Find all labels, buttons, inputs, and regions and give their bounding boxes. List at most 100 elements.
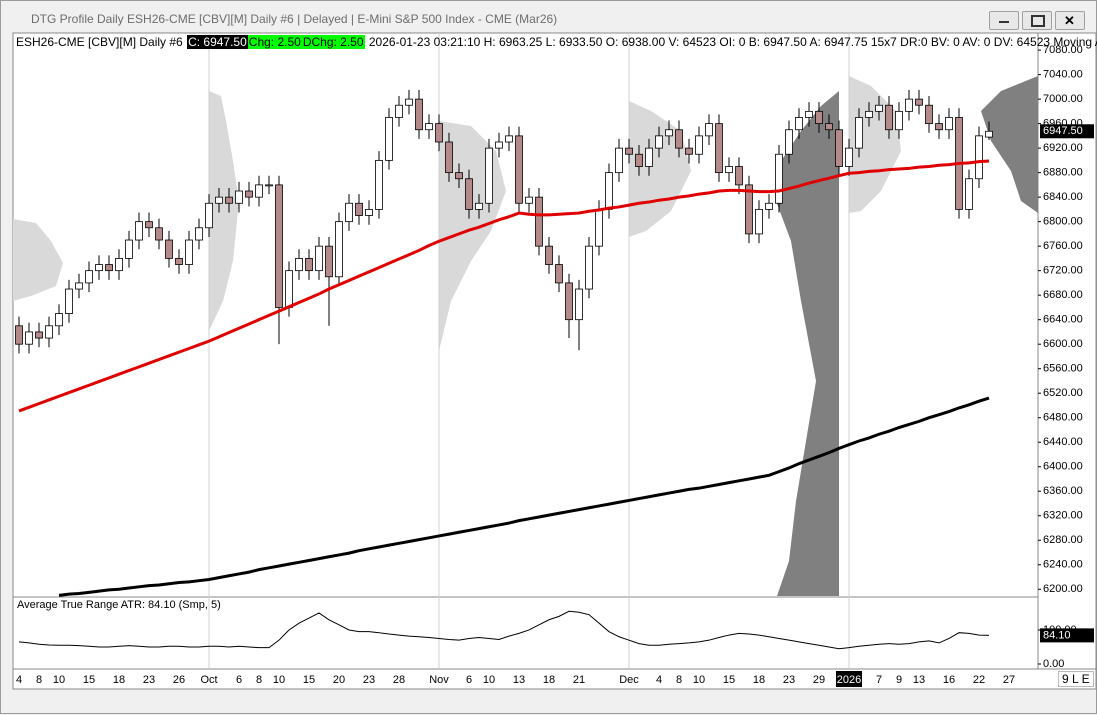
candle-body	[435, 123, 443, 143]
candle-body	[675, 129, 683, 149]
y-tick-label: 0.00	[1043, 658, 1064, 670]
candle-body	[945, 117, 953, 131]
candle-body	[855, 117, 863, 149]
candle-body	[235, 190, 243, 204]
candle-body	[195, 227, 203, 241]
candle-body	[405, 98, 413, 106]
x-tick-label: 18	[543, 674, 555, 686]
candle-body	[145, 221, 153, 229]
y-tick-label: 7000.00	[1043, 93, 1083, 105]
candle-body	[455, 172, 463, 180]
candle-body	[225, 196, 233, 204]
candle-body	[365, 208, 373, 216]
x-tick-label: Oct	[200, 674, 217, 686]
time-axis	[12, 668, 1097, 690]
candle-body	[785, 129, 793, 155]
candle-body	[775, 153, 783, 204]
y-tick-label: 6680.00	[1043, 289, 1083, 301]
candle-body	[165, 239, 173, 259]
candle-body	[545, 245, 553, 265]
x-tick-label: 13	[513, 674, 525, 686]
candle-body	[515, 135, 523, 204]
line	[18, 159, 990, 413]
candle-body	[385, 117, 393, 161]
candle-body	[555, 264, 563, 284]
year-highlight	[836, 671, 862, 687]
x-tick-label: 15	[723, 674, 735, 686]
candle-body	[885, 104, 893, 131]
candle-body	[495, 141, 503, 149]
x-tick-label: 26	[173, 674, 185, 686]
close-button[interactable]: ✕	[1055, 11, 1085, 30]
details: 2026-01-23 03:21:10 H: 6963.25 L: 6933.5…	[368, 35, 1097, 49]
candle-body	[645, 147, 653, 167]
candle-body	[415, 98, 423, 131]
candle-body	[245, 190, 253, 198]
corner-label[interactable]: 9 L E	[1058, 671, 1094, 687]
y-tick-label: 6840.00	[1043, 191, 1083, 203]
x-tick-label: 10	[693, 674, 705, 686]
candle-body	[395, 104, 403, 118]
candle-body	[55, 313, 63, 327]
candle-body	[715, 123, 723, 174]
candle-body	[565, 282, 573, 321]
x-tick-label: 22	[973, 674, 985, 686]
price-tag	[1040, 628, 1094, 643]
y-tick-label: 6920.00	[1043, 142, 1083, 154]
candle-body	[25, 331, 33, 345]
candle-body	[295, 258, 303, 272]
y-tick-label: 6880.00	[1043, 167, 1083, 179]
candle-body	[105, 264, 113, 272]
candle-body	[325, 245, 333, 278]
candle-body	[305, 258, 313, 272]
candle-body	[575, 288, 583, 321]
y-tick-label: 6400.00	[1043, 461, 1083, 473]
atr-title: Average True Range ATR: 84.10 (Smp, 5)	[17, 599, 221, 611]
candle-body	[265, 184, 273, 187]
candle-body	[625, 147, 633, 155]
candle-body	[655, 135, 663, 149]
window-title: DTG Profile Daily ESH26-CME [CBV][M] Dai…	[31, 12, 558, 26]
y-tick-label: 7080.00	[1043, 44, 1083, 56]
candle-body	[635, 153, 643, 167]
candle-body	[65, 288, 73, 314]
x-tick-label: 21	[573, 674, 585, 686]
candle-body	[375, 159, 383, 210]
candle-body	[35, 331, 43, 339]
candle-body	[475, 202, 483, 210]
candle-body	[345, 202, 353, 223]
symbol: ESH26-CME [CBV][M] Daily #6	[16, 35, 183, 49]
x-tick-label: 4	[656, 674, 662, 686]
x-tick-label: 29	[813, 674, 825, 686]
candle-body	[205, 202, 213, 229]
candle-body	[765, 202, 773, 210]
candles	[15, 89, 993, 354]
x-tick-label: 9	[896, 674, 902, 686]
price-axis	[1037, 32, 1097, 670]
x-tick-label: 15	[83, 674, 95, 686]
price-tag-label: 6947.50	[1043, 125, 1083, 137]
x-tick-label: 7	[876, 674, 882, 686]
candle-body	[115, 258, 123, 272]
candle-body	[875, 104, 883, 112]
candle-body	[985, 130, 993, 138]
y-tick-label: 6640.00	[1043, 314, 1083, 326]
y-tick-label: 6480.00	[1043, 412, 1083, 424]
y-tick-label: 6600.00	[1043, 338, 1083, 350]
y-tick-label: 6240.00	[1043, 559, 1083, 571]
x-tick-label: 28	[393, 674, 405, 686]
x-tick-label: 10	[53, 674, 65, 686]
candle-body	[825, 123, 833, 131]
y-tick-label: 6280.00	[1043, 534, 1083, 546]
candle-body	[805, 110, 813, 118]
candle-body	[75, 282, 83, 290]
minimize-button[interactable]	[989, 11, 1019, 30]
y-tick-label: 7040.00	[1043, 69, 1083, 81]
maximize-button[interactable]	[1022, 11, 1052, 30]
candle-body	[445, 141, 453, 174]
y-tick-label: 6440.00	[1043, 436, 1083, 448]
line	[18, 610, 990, 650]
candle-body	[665, 129, 673, 137]
x-tick-label: 10	[483, 674, 495, 686]
